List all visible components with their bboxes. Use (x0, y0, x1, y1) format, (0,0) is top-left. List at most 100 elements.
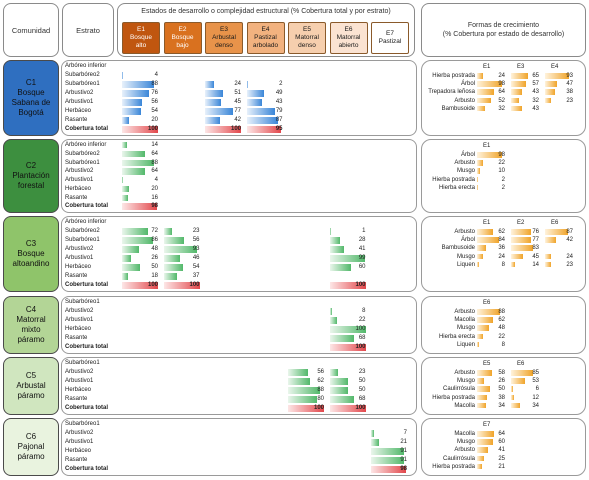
growth-form-label: Arbusto (454, 229, 475, 235)
growth-form-label: Árbol (460, 237, 475, 244)
stratum-label: Subarbóreo1 (65, 81, 100, 87)
growth-value: 22 (498, 333, 505, 340)
stage-name: Pastizal arbolado (252, 34, 279, 49)
stage-code: E7 (386, 30, 394, 37)
bar-c1-e1 (122, 117, 130, 124)
stage-tab-e6: E6 Matorral abierto (329, 22, 368, 54)
bar-c6-e7 (371, 430, 374, 437)
value-label: 23 (192, 228, 200, 234)
value-label: 4 (154, 72, 158, 78)
header-comunidad: Comunidad (3, 3, 59, 57)
growth-bar-e1 (477, 73, 484, 79)
growth-form-label: Arbusto (454, 370, 475, 376)
stage-name: Bosque alto (129, 34, 153, 49)
growth-bar-e6 (511, 402, 520, 409)
stratum-label: Rasante (65, 396, 88, 402)
growth-form-label: Musgo (456, 378, 475, 385)
community-code: C3 (25, 239, 37, 248)
bar-c4-e6 (329, 317, 338, 324)
stratum-label: Cobertura total (65, 203, 109, 210)
value-label: 98 (400, 466, 407, 472)
stratum-label: Rasante (65, 457, 88, 463)
stratum-label: Rasante (65, 194, 88, 201)
growth-value: 52 (498, 97, 505, 104)
bar-c2-e1 (122, 150, 146, 157)
bar-c1-e3 (205, 90, 224, 97)
growth-bar-e1 (477, 168, 480, 175)
stratum-label: Herbáceo (65, 264, 92, 270)
growth-value: 45 (532, 253, 539, 260)
bar-c3-e1 (122, 237, 153, 244)
bar-c4-e6 (329, 335, 354, 342)
value-label: 100 (313, 405, 324, 411)
stratum-label: Cobertura total (65, 282, 109, 288)
growth-value: 64 (498, 89, 505, 96)
growth-value: 26 (498, 378, 505, 385)
stages-title: Estados de desarrollo o complejidad estr… (141, 8, 391, 15)
growth-bar-e7 (477, 439, 493, 445)
value-label: 24 (234, 81, 241, 87)
bar-c2-e1 (122, 203, 158, 210)
growth-form-label: Macolla (454, 402, 475, 409)
stratum-label: Rasante (65, 117, 88, 123)
stratum-label: Cobertura total (65, 126, 109, 132)
community-code: C6 (25, 432, 37, 441)
growth-value: 57 (532, 81, 539, 88)
stratum-label: Arbóreo inferior (65, 142, 107, 148)
growth-form-label: Trepadora leñosa (428, 89, 475, 96)
stage-tab-e5: E5 Matorral denso (288, 22, 326, 54)
value-label: 56 (317, 369, 324, 375)
stratum-label: Subarbóreo1 (65, 299, 100, 305)
growth-stage-header: E7 (483, 422, 491, 428)
growth-stage-header: E6 (551, 220, 559, 226)
stage-name: Matorral abierto (336, 34, 361, 49)
growth-stage-header: E1 (483, 64, 491, 70)
growth-value: 62 (498, 317, 505, 324)
growth-value: 10 (498, 168, 505, 175)
strata-group-c4 (61, 296, 417, 354)
growth-form-label: Hierba erecta (438, 184, 475, 191)
bar-c3-e1 (122, 282, 158, 289)
bar-c6-e7 (371, 457, 404, 464)
growth-value: 38 (498, 394, 505, 401)
bar-c5-e6 (329, 396, 354, 403)
growth-bar-e1 (477, 261, 480, 268)
header-growth: Formas de crecimiento (% Cobertura por e… (421, 3, 586, 57)
growth-form-label: Musgo (456, 168, 475, 175)
growth-value: 22 (498, 160, 505, 167)
growth-value: 58 (498, 370, 505, 376)
bar-c1-e3 (205, 126, 241, 133)
growth-value: 38 (566, 89, 573, 96)
growth-bar-e4 (545, 97, 551, 104)
value-label: 91 (400, 448, 407, 454)
stratum-label: Subarbóreo2 (65, 150, 100, 157)
stratum-label: Subarbóreo2 (65, 228, 100, 234)
value-label: 56 (192, 237, 200, 243)
growth-value: 41 (498, 447, 505, 454)
bar-c4-e6 (329, 344, 366, 351)
growth-bar-e3 (511, 89, 523, 96)
growth-panel-c1 (421, 60, 586, 136)
growth-form-label: Arbusto (454, 160, 475, 167)
growth-value: 93 (566, 73, 573, 79)
bar-c2-e1 (122, 168, 146, 175)
value-label: 46 (192, 255, 200, 261)
bar-c4-e6 (329, 308, 333, 315)
stratum-label: Arbustivo2 (65, 90, 94, 96)
bar-c1-e4 (246, 126, 281, 133)
value-label: 16 (151, 194, 158, 201)
bar-c2-e1 (122, 185, 130, 192)
growth-value: 87 (566, 229, 573, 235)
growth-form-label: Árbol (460, 81, 475, 88)
growth-form-label: Arbusto (454, 309, 475, 315)
bar-c3-e1 (122, 246, 140, 253)
growth-value: 8 (501, 261, 505, 268)
stage-tab-e3: E3 Arbustal denso (205, 22, 243, 54)
growth-value: 21 (498, 463, 505, 470)
growth-value: 62 (498, 229, 505, 235)
growth-bar-e3 (511, 97, 520, 104)
growth-bar-e2 (511, 237, 532, 243)
growth-value: 32 (498, 105, 505, 112)
value-label: 76 (151, 90, 158, 96)
